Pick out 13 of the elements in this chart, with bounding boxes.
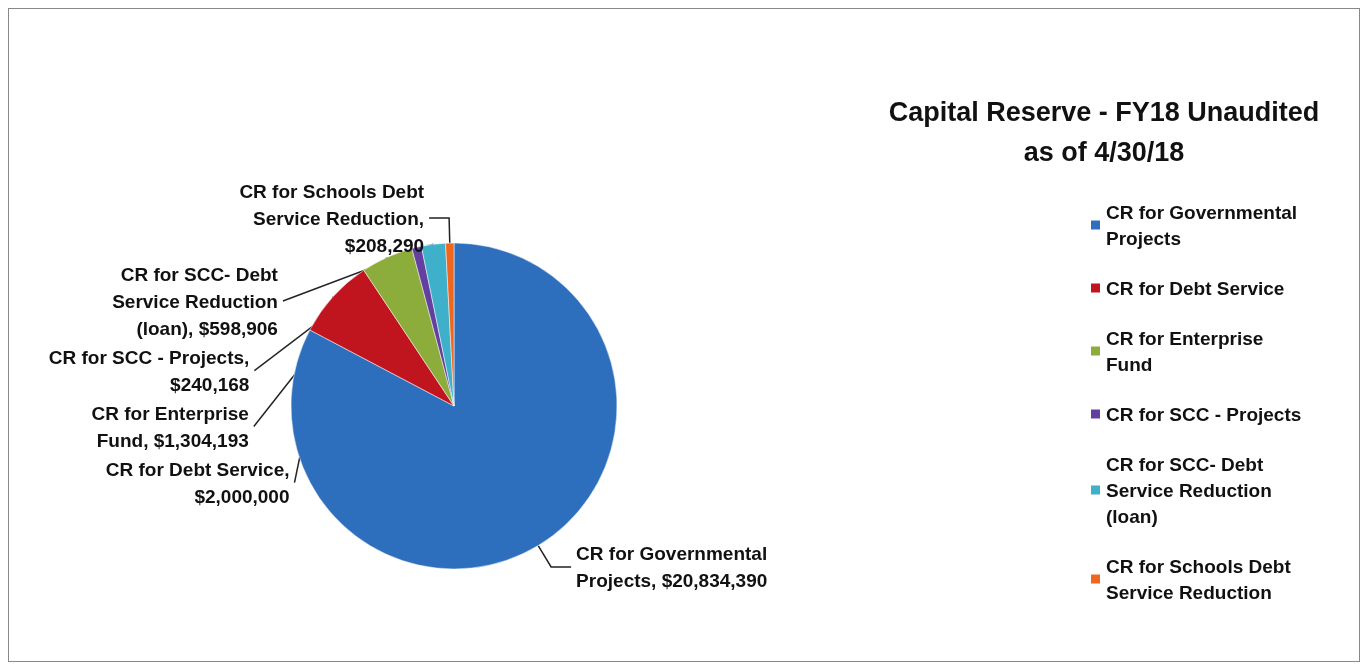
- legend-label: CR for SCC - Projects: [1106, 403, 1302, 425]
- data-label: CR for SCC- Debt Service Reduction (loan), $598,906: [112, 263, 279, 339]
- data-label: CR for Enterprise Fund, $1,304,193: [91, 402, 249, 451]
- legend-label: CR for Schools Debt Service Reduction: [1106, 555, 1292, 603]
- legend-label: CR for SCC- Debt Service Reduction (loan): [1106, 453, 1272, 527]
- data-label: CR for Governmental Projects, $20,834,390: [576, 542, 768, 591]
- data-label: CR for Schools Debt Service Reduction, $208,290: [239, 180, 425, 256]
- legend-label: CR for Governmental Projects: [1106, 201, 1298, 249]
- data-label: CR for SCC - Projects, $240,168: [48, 346, 250, 395]
- legend-label: CR for Enterprise Fund: [1106, 327, 1264, 375]
- chart-title: Capital Reserve - FY18 Unaudited as of 4/30/18: [888, 97, 1320, 167]
- data-label: CR for Debt Service, $2,000,000: [105, 458, 290, 507]
- legend-label: CR for Debt Service: [1106, 277, 1285, 299]
